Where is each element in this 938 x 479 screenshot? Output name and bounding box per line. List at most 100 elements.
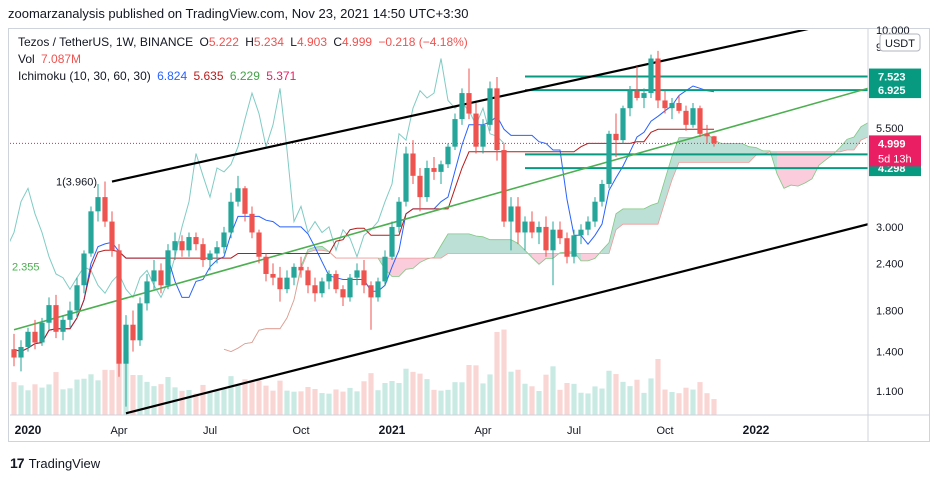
volume-bar [522,383,528,415]
legend-close-label: C [333,35,343,49]
time-tick-label: 2020 [15,423,42,437]
candle-body [270,273,276,278]
cloud-segment [406,258,413,270]
cloud-segment [721,143,728,163]
candle-body [550,229,556,251]
volume-bar [277,380,283,415]
candle-body [508,206,514,222]
volume-bar [494,332,500,415]
last-price-box [869,135,921,167]
cloud-segment [644,205,651,225]
candle-body [109,221,115,251]
candle-body [319,281,325,294]
volume-bar [417,373,423,415]
candle-body [627,90,633,109]
volume-bar [683,387,689,415]
volume-bar [46,384,52,415]
cloud-segment [392,258,399,277]
cloud-segment [623,208,630,225]
candle-body [200,244,206,261]
cloud-segment [735,143,742,163]
currency-box [879,33,921,52]
legend-open-label: O [199,35,209,49]
volume-bar [18,385,24,415]
time-tick-label: Apr [110,425,127,437]
volume-bar [263,385,269,415]
volume-bar [620,381,626,415]
volume-series [11,320,717,415]
volume-bar [438,390,444,415]
cloud-segment [518,243,525,254]
currency-label: USDT [885,38,915,50]
candle-body [445,146,451,165]
cloud-segment [497,239,504,254]
volume-bar [361,381,367,415]
candle-body [655,58,661,101]
candle-body [676,102,682,111]
cloud-segment [840,139,847,152]
legend-ichimoku-row: Ichimoku (10, 30, 60, 30) 6.824 5.635 6.… [18,69,299,83]
volume-bar [305,387,311,415]
volume-bar [389,381,395,415]
cloud-segment [651,202,658,225]
volume-bar [578,392,584,415]
volume-bar [221,388,227,415]
candle-body [172,241,178,251]
volume-bar [431,389,437,415]
volume-bar [312,389,318,415]
volume-bar [557,389,563,415]
cloud-segment [630,208,637,225]
candle-body [361,270,367,286]
volume-bar [193,393,199,415]
candle-body [193,237,199,245]
candle-body [375,281,381,298]
cloud-segment [462,233,469,254]
candle-body [333,273,339,290]
volume-bar [67,388,73,415]
cloud-segment [812,151,819,179]
candle-body [74,285,80,311]
volume-bar [676,393,682,415]
candle-body [648,58,654,94]
time-tick-label: Jul [203,425,217,437]
level-label-box [869,68,921,85]
volume-bar [599,388,605,415]
cloud-segment [672,137,679,180]
volume-bar [25,390,31,415]
candle-body [347,277,353,298]
candle-body [11,349,17,358]
volume-bar [228,376,234,415]
countdown-label: 5d 13h [878,153,912,165]
candle-body [501,150,507,222]
tradingview-logo[interactable]: 17 TradingView [10,455,100,471]
legend-high: 5.234 [253,35,284,49]
legend-close: 4.999 [342,35,373,49]
time-tick-label: Jul [567,425,581,437]
volume-bar [242,379,248,415]
kijun-line [13,128,714,353]
candle-body [452,119,458,147]
volume-bar [662,389,668,415]
candle-body [137,303,143,341]
volume-bar [466,365,472,415]
volume-bar [536,391,542,415]
legend-ich2: 5.635 [193,69,224,83]
legend-ich4: 5.371 [266,69,297,83]
cloud-segment [483,236,490,254]
candle-body [249,213,255,233]
legend-vol-label: Vol [18,52,35,66]
candle-body [487,88,493,125]
time-tick-label: Oct [292,425,309,437]
candle-body [25,331,31,347]
candle-body [179,241,185,251]
volume-bar [74,379,80,415]
candle-body [403,153,409,202]
legend-ich3: 6.229 [229,69,260,83]
candle-body [158,270,164,286]
candle-body [438,164,444,172]
volume-bar [501,329,507,415]
volume-bar [459,382,465,415]
volume-bar [95,380,101,415]
cloud-segment [903,106,910,137]
